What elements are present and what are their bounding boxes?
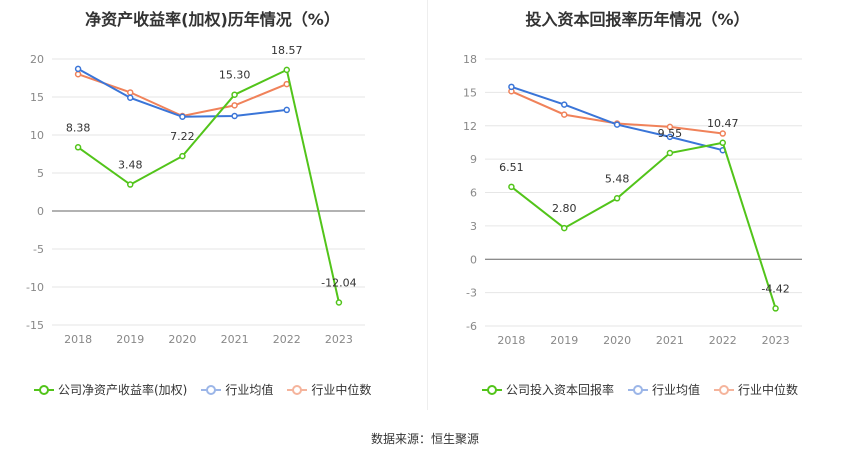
x-tick-label: 2023: [762, 334, 790, 347]
x-tick-label: 2018: [497, 334, 525, 347]
y-tick-label: 0: [37, 205, 44, 218]
data-point: [179, 152, 186, 160]
y-tick-label: 9: [470, 153, 477, 166]
data-point: [74, 144, 82, 151]
data-label: 6.51: [499, 161, 524, 174]
y-tick-label: -15: [26, 319, 44, 332]
y-tick-label: 15: [463, 86, 477, 99]
y-tick-label: 0: [470, 253, 477, 266]
data-point: [719, 130, 726, 137]
data-label: 18.57: [271, 44, 303, 57]
data-point: [561, 101, 568, 108]
data-point: [613, 121, 621, 128]
chart-title-roe: 净资产收益率(加权)历年情况（%）: [85, 10, 340, 29]
data-source-note: 数据来源：恒生聚源: [370, 432, 479, 446]
roe-line-chart: 20 15 10 5 0 -5 -10 -15 2018 2019 2020 2021 2022 2023…: [26, 44, 365, 346]
data-point: [719, 139, 726, 147]
legend-item-company-roe[interactable]: 公司净资产收益率(加权): [34, 381, 187, 398]
data-point: [666, 149, 674, 157]
data-point: [772, 305, 779, 312]
legend-label: 行业中位数: [738, 383, 799, 397]
series-line-0: [510, 141, 777, 309]
legend-line-icon: [201, 384, 222, 396]
data-point: [561, 111, 568, 118]
data-point: [231, 91, 238, 98]
x-tick-label: 2021: [656, 334, 684, 347]
legend-label: 行业中位数: [311, 383, 372, 397]
data-point: [508, 183, 515, 191]
y-tick-label: -5: [33, 243, 44, 256]
data-point: [335, 299, 343, 306]
legend-label: 公司净资产收益率(加权): [58, 383, 188, 397]
legend-item-industry-median[interactable]: 行业中位数: [287, 381, 371, 398]
legend-item-company-roic[interactable]: 公司投入资本回报率: [482, 381, 614, 398]
data-point: [613, 195, 621, 202]
data-label: 10.47: [707, 117, 739, 130]
legend-item-industry-mean[interactable]: 行业均值: [628, 381, 700, 398]
legend-line-icon: [628, 384, 649, 396]
data-point: [561, 224, 568, 232]
y-tick-label: 3: [470, 220, 477, 233]
y-tick-label: -10: [26, 281, 44, 294]
data-point: [127, 94, 134, 102]
data-point: [179, 113, 186, 121]
data-point: [283, 106, 290, 114]
x-tick-label: 2022: [273, 333, 301, 346]
x-tick-label: 2022: [709, 334, 737, 347]
y-tick-label: 10: [30, 129, 44, 142]
data-label: 8.38: [66, 121, 91, 134]
data-point: [283, 66, 290, 74]
y-tick-label: -3: [466, 287, 477, 300]
data-label: 3.48: [118, 159, 143, 172]
data-label: -4.42: [761, 282, 789, 295]
data-point: [666, 123, 674, 131]
legend-label: 行业均值: [652, 383, 701, 397]
data-point: [508, 83, 515, 91]
series-line-0: [77, 68, 340, 303]
data-point: [74, 65, 82, 73]
legend-line-icon: [714, 384, 735, 396]
data-point: [666, 133, 674, 141]
legend-item-industry-mean[interactable]: 行业均值: [201, 381, 273, 398]
data-label: 7.22: [170, 130, 195, 143]
legend-line-icon: [287, 384, 308, 396]
series-line-1: [511, 85, 724, 152]
y-tick-label: -6: [466, 320, 477, 333]
data-label: 5.48: [605, 172, 630, 185]
y-tick-label: 15: [30, 91, 44, 104]
data-label: 9.55: [658, 127, 683, 140]
data-label: -12.04: [321, 277, 356, 290]
x-tick-label: 2018: [64, 333, 92, 346]
x-tick-label: 2020: [603, 334, 631, 347]
legend-label: 公司投入资本回报率: [506, 383, 615, 397]
data-point: [127, 181, 134, 188]
roic-legend: 公司投入资本回报率 行业均值 行业中位数: [482, 381, 812, 398]
y-tick-label: 18: [463, 53, 477, 66]
y-tick-label: 5: [37, 167, 44, 180]
data-label: 15.30: [219, 69, 251, 82]
x-tick-label: 2019: [116, 333, 144, 346]
legend-line-icon: [34, 384, 54, 396]
roic-line-chart: 18 15 12 9 6 3 0 -3 -6 2018 2019 2020 2021 2022 2023 6.…: [463, 53, 802, 347]
y-tick-label: 6: [470, 187, 477, 200]
x-tick-label: 2019: [550, 334, 578, 347]
data-label: 2.80: [552, 202, 577, 215]
x-tick-label: 2023: [325, 333, 353, 346]
y-tick-label: 12: [463, 120, 477, 133]
data-point: [231, 112, 238, 120]
data-point: [231, 102, 238, 109]
legend-label: 行业均值: [225, 383, 274, 397]
legend-item-industry-median[interactable]: 行业中位数: [714, 381, 798, 398]
y-tick-label: 20: [30, 53, 44, 66]
x-tick-label: 2021: [221, 333, 249, 346]
legend-line-icon: [482, 384, 502, 396]
chart-title-roic: 投入资本回报率历年情况（%）: [525, 10, 750, 29]
x-tick-label: 2020: [168, 333, 196, 346]
roe-legend: 公司净资产收益率(加权) 行业均值 行业中位数: [34, 381, 385, 398]
chart-divider: [427, 0, 428, 410]
